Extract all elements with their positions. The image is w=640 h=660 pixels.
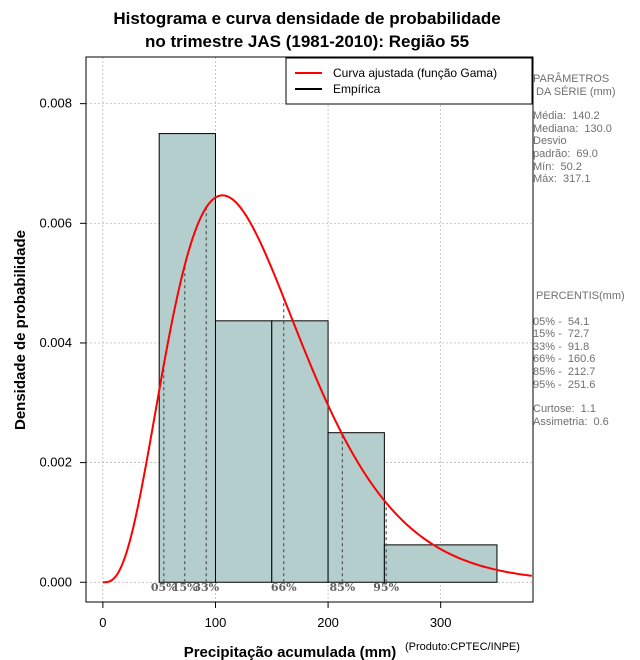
percentile-33: 33% - 91.8 <box>533 340 590 353</box>
percentile-label: 33% <box>193 581 219 594</box>
percentile-05: 05% - 54.1 <box>533 315 590 328</box>
percentile-label: 05% <box>151 581 177 594</box>
x-tick-label: 0 <box>99 615 106 630</box>
histogram-bar <box>214 320 273 583</box>
param-sd: padrão: 69.0 <box>533 147 598 160</box>
y-tick-label: 0.004 <box>39 335 72 350</box>
histogram-bars <box>158 133 498 583</box>
legend: Curva ajustada (função Gama) Empírica <box>285 57 533 105</box>
plot-frame <box>85 56 534 603</box>
histogram-bar <box>158 133 216 583</box>
param-mean: Média: 140.2 <box>533 110 600 123</box>
legend-empirical-label: Empírica <box>333 82 381 96</box>
percentile-markers: 05%15%33% 66% 85% 95% <box>151 207 400 594</box>
y-axis-label: Densidade de probabilidade <box>12 230 29 430</box>
percentile-95: 95% - 251.6 <box>533 378 596 391</box>
chart-title-line1: Histograma e curva densidade de probabil… <box>113 9 500 28</box>
percentile-15: 15% - 72.7 <box>533 328 590 341</box>
x-axis-label: Precipitação acumulada (mm) <box>184 644 397 660</box>
percentiles-header: PERCENTIS(mm) <box>533 290 625 302</box>
percentile-label: 85% <box>329 581 355 594</box>
y-tick-label: 0.000 <box>39 574 72 589</box>
params-header-2: DA SÉRIE (mm) <box>533 85 616 98</box>
histogram-bar <box>271 320 329 583</box>
kurtosis: Curtose: 1.1 <box>533 403 596 416</box>
param-min: Mín: 50.2 <box>533 160 582 173</box>
x-axis: 0 100 200 300 <box>99 602 452 630</box>
histogram-bar <box>327 432 385 583</box>
param-max: Máx: 317.1 <box>533 173 591 186</box>
x-tick-label: 100 <box>205 615 227 630</box>
chart-title-line2: no trimestre JAS (1981-2010): Região 55 <box>145 32 469 51</box>
param-median: Mediana: 130.0 <box>533 122 612 135</box>
percentile-label: 95% <box>373 581 399 594</box>
gamma-density-curve <box>102 194 532 584</box>
legend-box <box>285 57 533 105</box>
x-tick-label: 200 <box>317 615 339 630</box>
legend-fit-label: Curva ajustada (função Gama) <box>333 66 497 80</box>
params-header-1: PARÂMETROS <box>533 73 610 85</box>
y-tick-label: 0.006 <box>39 215 72 230</box>
product-credit: (Produto:CPTEC/INPE) <box>405 641 520 653</box>
param-sd-label: Desvio <box>533 135 567 148</box>
series-parameters-panel: PARÂMETROS DA SÉRIE (mm) Média: 140.2 Me… <box>533 73 640 186</box>
percentile-85: 85% - 212.7 <box>533 365 596 378</box>
histogram-bar <box>383 544 498 583</box>
skewness: Assimetria: 0.6 <box>533 415 609 428</box>
percentile-66: 66% - 160.6 <box>533 353 596 366</box>
percentiles-panel: PERCENTIS(mm) 05% - 54.1 15% - 72.7 33% … <box>533 290 640 428</box>
x-tick-label: 300 <box>430 615 452 630</box>
percentile-label: 66% <box>271 581 297 594</box>
y-axis: 0.000 0.002 0.004 0.006 0.008 <box>39 96 86 589</box>
percentile-label: 15% <box>172 581 198 594</box>
y-tick-label: 0.002 <box>39 455 72 470</box>
y-tick-label: 0.008 <box>39 96 72 111</box>
